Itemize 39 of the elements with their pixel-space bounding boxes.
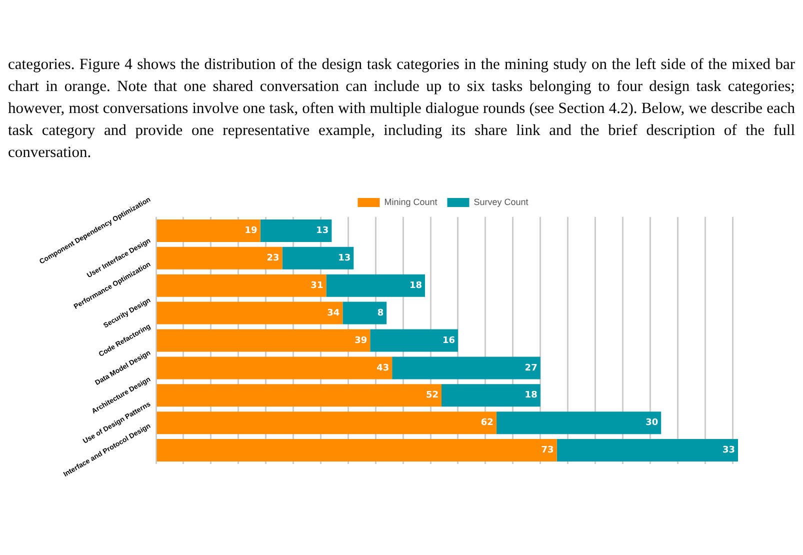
bar bbox=[370, 329, 458, 352]
bar bbox=[442, 384, 540, 407]
bar bbox=[556, 439, 738, 462]
data-label: 33 bbox=[722, 446, 735, 456]
data-label: 39 bbox=[354, 336, 368, 346]
data-label: 16 bbox=[442, 336, 455, 346]
data-label: 31 bbox=[310, 280, 324, 291]
data-label: 18 bbox=[410, 280, 422, 291]
legend-label: Survey Count bbox=[474, 196, 529, 207]
bar bbox=[392, 356, 540, 380]
bar bbox=[326, 274, 426, 297]
data-label: 27 bbox=[524, 363, 538, 374]
data-label: 8 bbox=[377, 308, 384, 318]
bar bbox=[260, 219, 332, 242]
bar bbox=[496, 412, 662, 434]
data-label: 13 bbox=[316, 226, 329, 236]
bar bbox=[156, 302, 343, 324]
data-label: 23 bbox=[266, 254, 280, 264]
bar bbox=[342, 302, 387, 324]
data-label: 73 bbox=[541, 446, 554, 456]
bar bbox=[156, 439, 557, 462]
data-label: 43 bbox=[376, 363, 390, 374]
bar bbox=[156, 412, 496, 434]
bar bbox=[156, 384, 442, 407]
bar bbox=[156, 246, 282, 270]
data-label: 19 bbox=[244, 226, 258, 236]
bar bbox=[156, 219, 260, 242]
bar bbox=[282, 246, 354, 270]
data-label: 34 bbox=[327, 308, 340, 318]
data-label: 13 bbox=[338, 254, 351, 264]
bar bbox=[156, 329, 370, 352]
text: categories. Figure 4 shows the distribution of the design task categories in the mining study on the left side of the mixed bar chart in orange. Note that one shared conversation can include up to six tasks belonging to four design task categories; however, most conversations involve one task, often with multiple dialogue rounds (see Section 4.2). Below, we describe each task category and provide one representative example, including its share link and the brief description of the full conversation. bbox=[8, 55, 795, 163]
data-label: 52 bbox=[426, 390, 439, 401]
bar bbox=[156, 274, 326, 297]
data-label: 18 bbox=[524, 390, 538, 401]
bar bbox=[156, 356, 392, 380]
data-label: 30 bbox=[646, 418, 658, 428]
data-label: 62 bbox=[480, 418, 494, 428]
legend-label: Mining Count bbox=[384, 196, 438, 207]
